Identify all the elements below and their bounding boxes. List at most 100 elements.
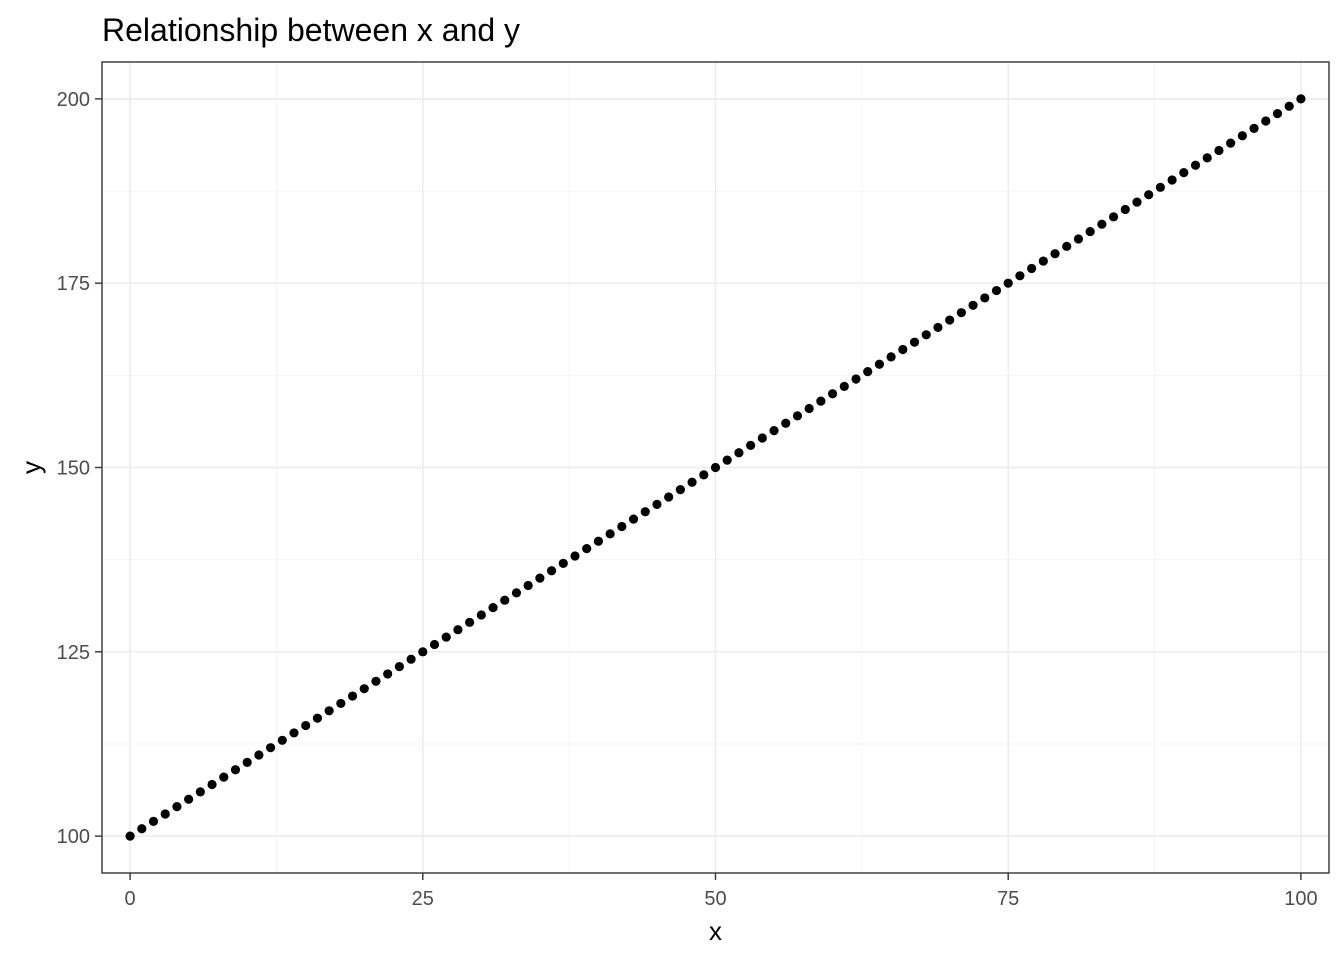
data-point <box>710 462 721 473</box>
x-axis-ticks: 0 25 50 75 100 <box>125 873 1318 910</box>
data-point <box>980 293 990 303</box>
data-point <box>1132 197 1142 207</box>
data-point <box>640 507 650 517</box>
x-tick-label: 50 <box>704 888 726 910</box>
y-tick-label: 150 <box>57 458 90 480</box>
data-point <box>687 477 697 487</box>
data-point <box>1073 234 1084 244</box>
data-point <box>1050 249 1060 259</box>
data-point <box>1284 101 1294 111</box>
data-point <box>1296 94 1306 104</box>
data-point <box>523 580 533 591</box>
data-point <box>347 691 358 701</box>
data-point <box>582 544 592 554</box>
data-point <box>863 367 873 377</box>
data-point <box>125 831 135 841</box>
data-point <box>1120 204 1130 215</box>
x-tick-label: 25 <box>412 888 434 910</box>
data-point <box>1237 131 1247 141</box>
data-point <box>1226 138 1236 148</box>
data-point <box>429 639 440 650</box>
data-point <box>593 536 604 546</box>
data-point <box>511 588 522 598</box>
chart-title: Relationship between x and y <box>102 12 520 48</box>
data-point <box>441 632 451 642</box>
data-point <box>312 713 323 723</box>
data-point <box>1214 145 1224 156</box>
data-point <box>1144 190 1154 200</box>
data-point <box>570 551 580 561</box>
data-point <box>1085 226 1095 237</box>
data-point <box>839 381 849 391</box>
data-point <box>652 499 662 509</box>
data-point <box>336 698 346 709</box>
data-point <box>500 595 510 605</box>
y-axis-title: y <box>16 461 46 474</box>
x-tick-label: 100 <box>1284 888 1317 910</box>
data-point <box>195 787 205 797</box>
data-point <box>394 661 404 672</box>
y-tick-label: 200 <box>57 89 90 111</box>
x-axis-title: x <box>709 916 722 946</box>
x-tick-label: 75 <box>997 888 1019 910</box>
data-point <box>219 772 229 782</box>
data-point <box>535 573 545 583</box>
data-point <box>1167 175 1177 185</box>
y-tick-label: 175 <box>57 273 90 295</box>
data-point <box>734 448 744 458</box>
data-point <box>558 558 568 568</box>
data-point <box>851 374 861 384</box>
data-point <box>945 315 955 325</box>
data-point <box>1261 116 1271 126</box>
data-point <box>184 794 194 804</box>
data-point <box>769 426 779 436</box>
data-point <box>1272 109 1283 119</box>
data-point <box>1155 182 1166 192</box>
data-point <box>1015 271 1025 281</box>
data-point <box>816 396 826 406</box>
y-tick-label: 125 <box>57 642 90 664</box>
data-point <box>172 802 182 812</box>
data-point <box>242 757 252 768</box>
data-point <box>628 514 639 524</box>
data-point <box>827 389 838 399</box>
data-point <box>160 809 170 819</box>
data-point <box>1097 219 1107 229</box>
data-point <box>746 440 756 450</box>
data-point <box>476 610 486 620</box>
data-point <box>886 352 896 362</box>
data-point <box>230 765 241 775</box>
data-point <box>277 735 287 745</box>
y-tick-label: 100 <box>57 826 90 848</box>
y-axis-ticks: 100 125 150 175 200 <box>57 89 102 848</box>
data-point <box>1027 263 1037 274</box>
data-point <box>465 617 475 627</box>
data-point <box>991 285 1002 296</box>
data-point <box>265 743 276 753</box>
data-point <box>207 779 217 790</box>
data-point <box>792 411 803 421</box>
data-point <box>289 728 299 738</box>
data-point <box>722 455 732 465</box>
data-point <box>699 470 709 480</box>
data-point <box>874 359 885 369</box>
data-point <box>1108 212 1119 222</box>
data-point <box>383 669 393 679</box>
data-point <box>1190 160 1201 170</box>
data-point <box>804 403 814 414</box>
data-point <box>921 330 931 340</box>
data-point <box>675 485 685 495</box>
data-point <box>1003 278 1013 288</box>
data-point <box>781 418 791 428</box>
data-point <box>1202 153 1212 163</box>
data-point <box>418 647 428 657</box>
data-point <box>1249 123 1259 133</box>
data-point <box>898 344 908 355</box>
data-point <box>254 750 264 760</box>
x-tick-label: 0 <box>125 888 136 910</box>
data-point <box>406 654 416 664</box>
data-point <box>324 706 334 716</box>
data-point <box>148 816 159 826</box>
data-point <box>909 337 920 347</box>
